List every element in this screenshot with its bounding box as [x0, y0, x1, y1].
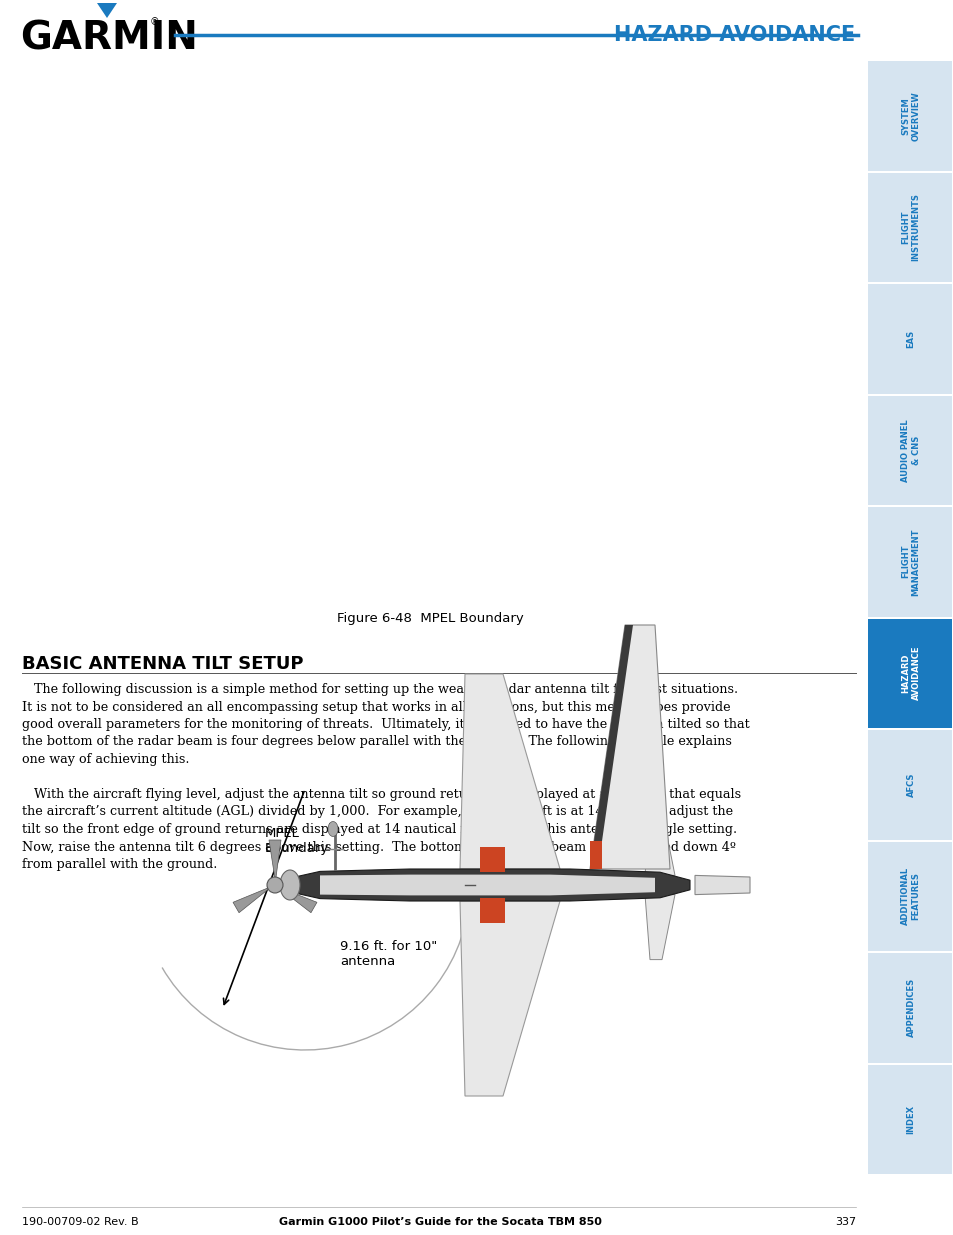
Polygon shape [459, 674, 559, 869]
Polygon shape [273, 883, 316, 913]
Text: SYSTEM
OVERVIEW: SYSTEM OVERVIEW [901, 91, 920, 141]
Ellipse shape [280, 869, 299, 900]
Text: 190-00709-02 Rev. B: 190-00709-02 Rev. B [22, 1216, 138, 1228]
Text: AUDIO PANEL
& CNS: AUDIO PANEL & CNS [901, 419, 920, 482]
Polygon shape [589, 625, 669, 869]
Text: Figure 6-48  MPEL Boundary: Figure 6-48 MPEL Boundary [336, 613, 523, 625]
Text: HAZARD
AVOIDANCE: HAZARD AVOIDANCE [901, 646, 920, 700]
Text: ®: ® [150, 17, 159, 27]
Text: HAZARD AVOIDANCE: HAZARD AVOIDANCE [613, 25, 854, 44]
Polygon shape [280, 869, 689, 902]
Text: GARMIN: GARMIN [20, 20, 197, 58]
Text: Garmin G1000 Pilot’s Guide for the Socata TBM 850: Garmin G1000 Pilot’s Guide for the Socat… [278, 1216, 600, 1228]
FancyBboxPatch shape [867, 61, 951, 170]
Polygon shape [644, 894, 675, 960]
Circle shape [267, 877, 283, 893]
Text: EAS: EAS [905, 330, 915, 348]
Polygon shape [589, 841, 601, 869]
Ellipse shape [328, 821, 337, 836]
Text: FLIGHT
MANAGEMENT: FLIGHT MANAGEMENT [901, 529, 920, 595]
Text: MPEL
Boundary: MPEL Boundary [265, 827, 329, 855]
Polygon shape [97, 2, 117, 19]
Polygon shape [589, 625, 633, 869]
Text: BASIC ANTENNA TILT SETUP: BASIC ANTENNA TILT SETUP [22, 655, 303, 673]
Text: ADDITIONAL
FEATURES: ADDITIONAL FEATURES [901, 867, 920, 925]
FancyBboxPatch shape [867, 1065, 951, 1174]
Polygon shape [479, 847, 504, 872]
Polygon shape [233, 884, 277, 913]
FancyBboxPatch shape [867, 508, 951, 616]
FancyBboxPatch shape [867, 841, 951, 951]
Polygon shape [459, 902, 559, 1095]
FancyBboxPatch shape [867, 619, 951, 727]
FancyBboxPatch shape [867, 173, 951, 282]
Text: AFCS: AFCS [905, 773, 915, 797]
Polygon shape [319, 874, 655, 895]
Text: The following discussion is a simple method for setting up the weather radar ant: The following discussion is a simple met… [22, 683, 749, 766]
Text: APPENDICES: APPENDICES [905, 978, 915, 1037]
Polygon shape [644, 810, 675, 876]
Polygon shape [695, 876, 749, 894]
Text: 9.16 ft. for 10"
antenna: 9.16 ft. for 10" antenna [339, 940, 436, 968]
Polygon shape [479, 898, 504, 923]
Text: 337: 337 [834, 1216, 855, 1228]
FancyBboxPatch shape [867, 953, 951, 1062]
FancyBboxPatch shape [867, 395, 951, 505]
FancyBboxPatch shape [867, 730, 951, 840]
Polygon shape [269, 840, 281, 888]
Text: FLIGHT
INSTRUMENTS: FLIGHT INSTRUMENTS [901, 194, 920, 261]
FancyBboxPatch shape [867, 284, 951, 394]
Text: With the aircraft flying level, adjust the antenna tilt so ground returns are di: With the aircraft flying level, adjust t… [22, 788, 740, 871]
Text: INDEX: INDEX [905, 1104, 915, 1134]
